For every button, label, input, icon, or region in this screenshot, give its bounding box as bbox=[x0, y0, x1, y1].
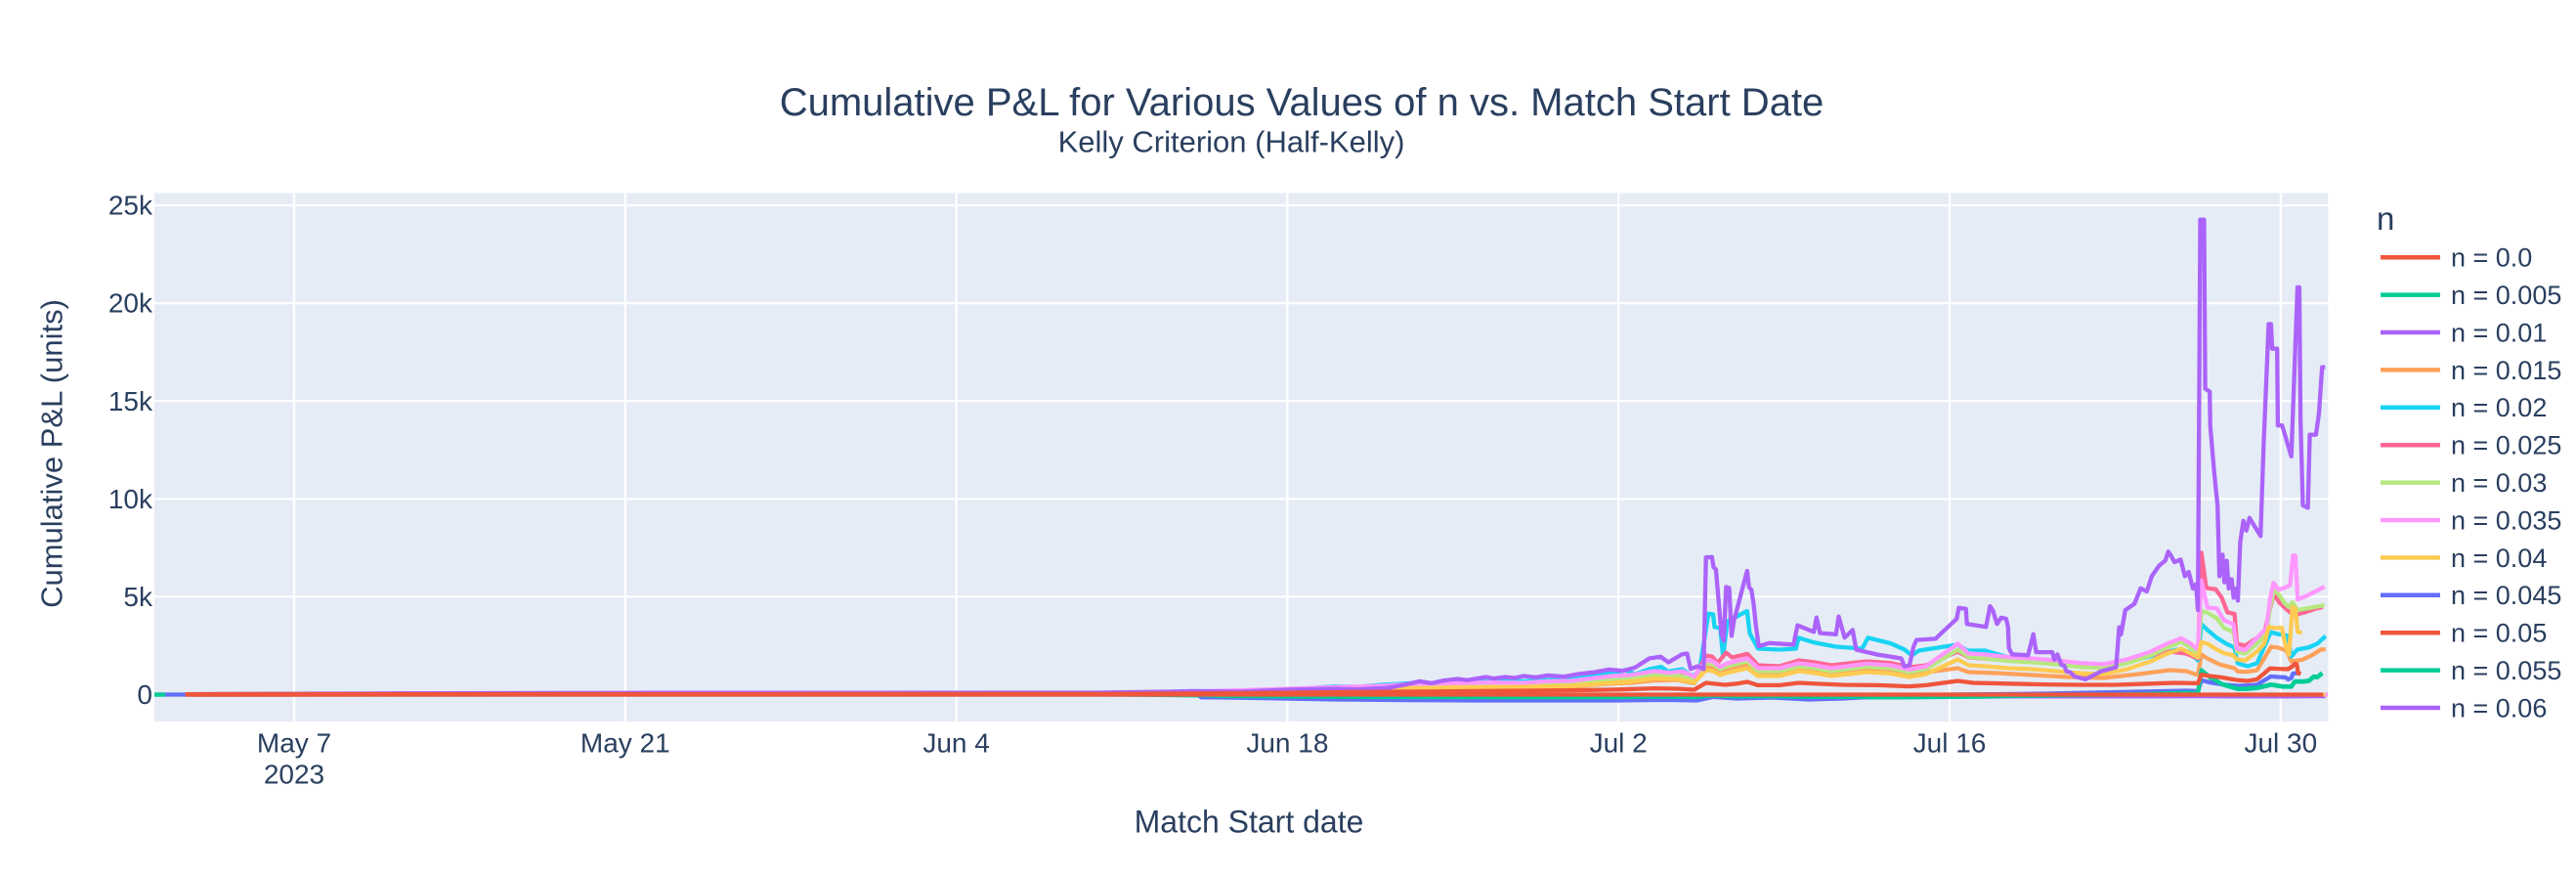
svg-text:n = 0.04: n = 0.04 bbox=[2451, 544, 2547, 573]
svg-text:20k: 20k bbox=[108, 288, 153, 319]
svg-text:Jul 30: Jul 30 bbox=[2244, 727, 2317, 758]
svg-text:Jun 18: Jun 18 bbox=[1246, 727, 1328, 758]
svg-text:n: n bbox=[2377, 200, 2394, 237]
svg-text:n = 0.025: n = 0.025 bbox=[2451, 431, 2561, 460]
svg-text:n = 0.035: n = 0.035 bbox=[2451, 505, 2561, 535]
svg-text:2023: 2023 bbox=[264, 760, 324, 790]
svg-text:n = 0.01: n = 0.01 bbox=[2451, 318, 2547, 347]
svg-text:0: 0 bbox=[137, 679, 152, 710]
svg-text:n = 0.02: n = 0.02 bbox=[2451, 393, 2547, 422]
svg-text:15k: 15k bbox=[108, 386, 153, 416]
svg-text:n = 0.0: n = 0.0 bbox=[2451, 243, 2532, 273]
svg-text:Cumulative P&L for Various Val: Cumulative P&L for Various Values of n v… bbox=[780, 81, 1825, 124]
svg-text:May 21: May 21 bbox=[580, 727, 670, 758]
svg-text:5k: 5k bbox=[123, 582, 153, 612]
svg-text:10k: 10k bbox=[108, 484, 153, 514]
svg-text:May 7: May 7 bbox=[257, 727, 331, 758]
svg-text:Kelly Criterion (Half-Kelly): Kelly Criterion (Half-Kelly) bbox=[1058, 124, 1405, 158]
svg-text:n = 0.055: n = 0.055 bbox=[2451, 656, 2561, 685]
svg-text:25k: 25k bbox=[108, 191, 153, 221]
svg-text:Jun 4: Jun 4 bbox=[923, 727, 990, 758]
svg-text:n = 0.06: n = 0.06 bbox=[2451, 693, 2547, 722]
svg-text:n = 0.045: n = 0.045 bbox=[2451, 581, 2561, 610]
svg-text:Match Start date: Match Start date bbox=[1135, 805, 1364, 840]
svg-text:n = 0.005: n = 0.005 bbox=[2451, 281, 2561, 310]
svg-text:n = 0.05: n = 0.05 bbox=[2451, 619, 2547, 648]
svg-text:Jul 16: Jul 16 bbox=[1913, 727, 1987, 758]
svg-text:Jul 2: Jul 2 bbox=[1590, 727, 1648, 758]
svg-text:n = 0.03: n = 0.03 bbox=[2451, 468, 2547, 498]
svg-text:Cumulative P&L (units): Cumulative P&L (units) bbox=[35, 299, 69, 608]
svg-text:n = 0.015: n = 0.015 bbox=[2451, 356, 2561, 385]
